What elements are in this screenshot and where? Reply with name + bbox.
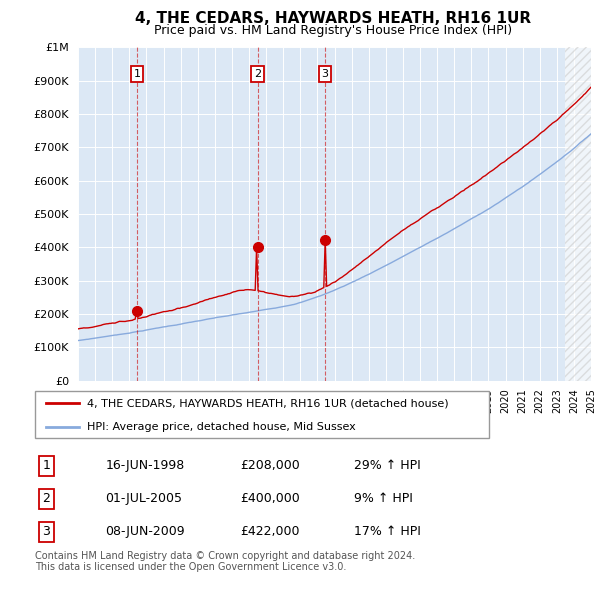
Text: £400,000: £400,000 (241, 492, 301, 505)
Text: Contains HM Land Registry data © Crown copyright and database right 2024.
This d: Contains HM Land Registry data © Crown c… (35, 550, 416, 572)
Text: 2: 2 (254, 69, 261, 79)
Text: 16-JUN-1998: 16-JUN-1998 (106, 459, 185, 472)
Text: 1: 1 (134, 69, 140, 79)
Text: 3: 3 (322, 69, 328, 79)
Text: 17% ↑ HPI: 17% ↑ HPI (354, 525, 421, 538)
Text: £422,000: £422,000 (241, 525, 300, 538)
Text: 1: 1 (42, 459, 50, 472)
Text: HPI: Average price, detached house, Mid Sussex: HPI: Average price, detached house, Mid … (86, 421, 355, 431)
Text: 29% ↑ HPI: 29% ↑ HPI (354, 459, 421, 472)
Text: £208,000: £208,000 (241, 459, 301, 472)
Text: 3: 3 (42, 525, 50, 538)
Text: 4, THE CEDARS, HAYWARDS HEATH, RH16 1UR: 4, THE CEDARS, HAYWARDS HEATH, RH16 1UR (135, 11, 531, 27)
Text: 2: 2 (42, 492, 50, 505)
Text: 9% ↑ HPI: 9% ↑ HPI (354, 492, 413, 505)
Text: Price paid vs. HM Land Registry's House Price Index (HPI): Price paid vs. HM Land Registry's House … (154, 24, 512, 37)
Text: 08-JUN-2009: 08-JUN-2009 (106, 525, 185, 538)
Text: 01-JUL-2005: 01-JUL-2005 (106, 492, 182, 505)
FancyBboxPatch shape (35, 391, 489, 438)
Text: 4, THE CEDARS, HAYWARDS HEATH, RH16 1UR (detached house): 4, THE CEDARS, HAYWARDS HEATH, RH16 1UR … (86, 398, 448, 408)
